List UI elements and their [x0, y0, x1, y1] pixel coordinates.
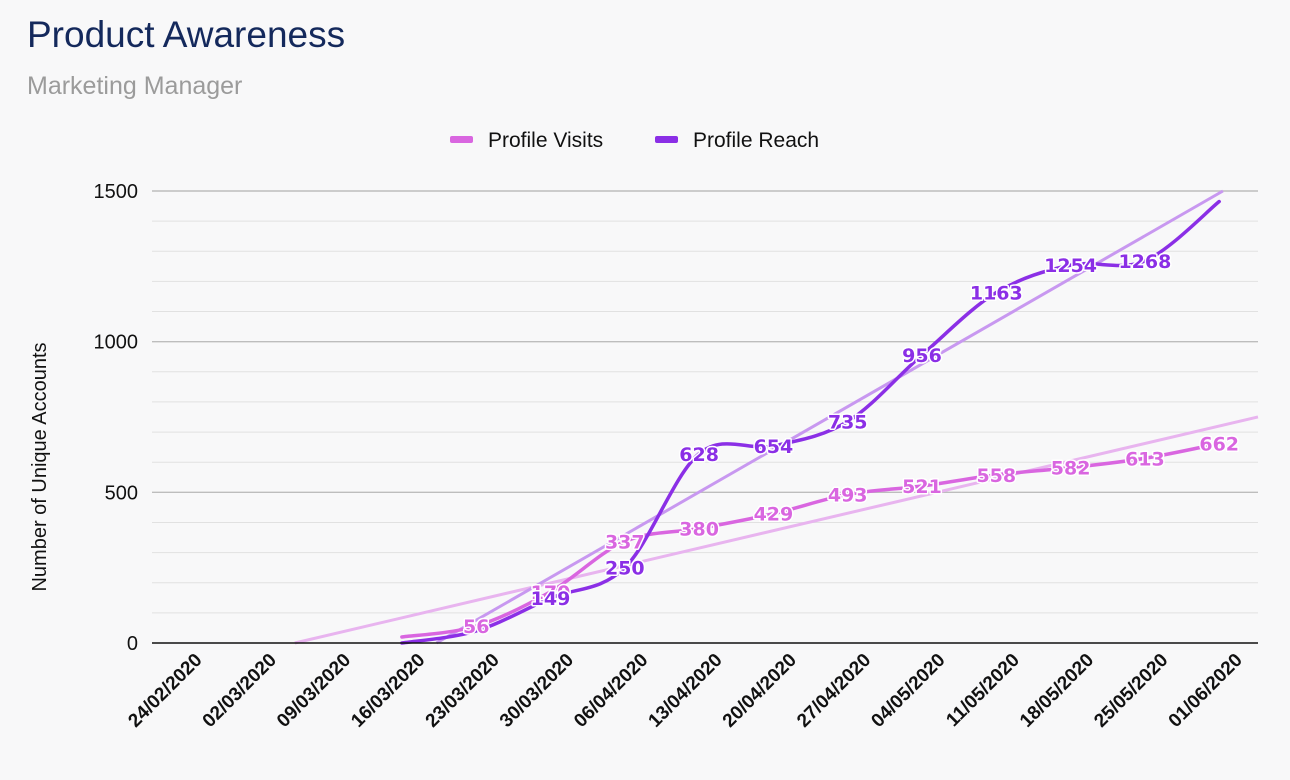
data-label: 956 — [902, 345, 942, 367]
chart-subtitle: Marketing Manager — [27, 72, 243, 100]
data-label: 149 — [531, 588, 571, 610]
x-tick-label: 16/03/2020 — [347, 650, 429, 732]
data-label: 1163 — [970, 283, 1023, 305]
legend-label: Profile Visits — [488, 129, 603, 152]
data-label: 628 — [679, 444, 719, 466]
data-label: 56 — [463, 616, 489, 638]
x-tick-label: 04/05/2020 — [867, 650, 949, 732]
y-tick-label: 1000 — [94, 332, 139, 354]
data-label: 558 — [976, 465, 1016, 487]
gridlines — [152, 190, 1258, 614]
x-tick-label: 18/05/2020 — [1016, 650, 1098, 732]
legend-swatch — [450, 136, 473, 143]
series-line — [400, 441, 1221, 639]
series-line — [400, 199, 1221, 645]
x-tick-label: 24/02/2020 — [124, 650, 206, 732]
x-tick-label: 13/04/2020 — [645, 650, 727, 732]
data-label: 1268 — [1118, 251, 1171, 273]
data-label: 1254 — [1044, 255, 1097, 277]
series-lines — [400, 199, 1221, 645]
data-label: 582 — [1051, 458, 1091, 480]
data-label: 662 — [1199, 434, 1239, 456]
x-tick-label: 30/03/2020 — [496, 650, 578, 732]
data-label: 250 — [605, 558, 645, 580]
data-labels: 56 170 337 380 429 493 521 558 582 613 662 149 250 62… — [461, 249, 1240, 639]
x-tick-label: 23/03/2020 — [422, 650, 504, 732]
data-label: 654 — [754, 436, 794, 458]
data-label: 380 — [679, 518, 719, 540]
y-axis-title: Number of Unique Accounts — [29, 342, 51, 591]
y-tick-label: 500 — [105, 482, 138, 504]
x-tick-label: 01/06/2020 — [1165, 650, 1247, 732]
trendline — [294, 415, 1259, 645]
x-tick-label: 11/05/2020 — [942, 650, 1023, 731]
x-tick-label: 25/05/2020 — [1090, 650, 1172, 732]
trendlines — [294, 189, 1259, 645]
data-label: 735 — [828, 412, 868, 434]
y-tick-label: 1500 — [94, 181, 139, 203]
trendline — [435, 189, 1224, 645]
x-tick-label: 09/03/2020 — [273, 650, 355, 732]
data-label: 521 — [902, 476, 942, 498]
data-label: 493 — [828, 484, 868, 506]
x-tick-label: 06/04/2020 — [570, 650, 652, 732]
data-label: 170 — [531, 582, 571, 604]
y-tick-label: 0 — [127, 633, 138, 655]
x-tick-label: 27/04/2020 — [793, 650, 875, 732]
chart-title: Product Awareness — [27, 14, 346, 55]
x-tick-label: 20/04/2020 — [719, 650, 801, 732]
data-label: 613 — [1125, 448, 1165, 470]
x-tick-label: 02/03/2020 — [199, 650, 281, 732]
data-label: 429 — [754, 504, 794, 526]
data-label: 337 — [605, 531, 645, 553]
legend: Profile Visits Profile Reach — [450, 129, 819, 152]
legend-swatch — [655, 136, 678, 143]
legend-label: Profile Reach — [693, 129, 819, 152]
